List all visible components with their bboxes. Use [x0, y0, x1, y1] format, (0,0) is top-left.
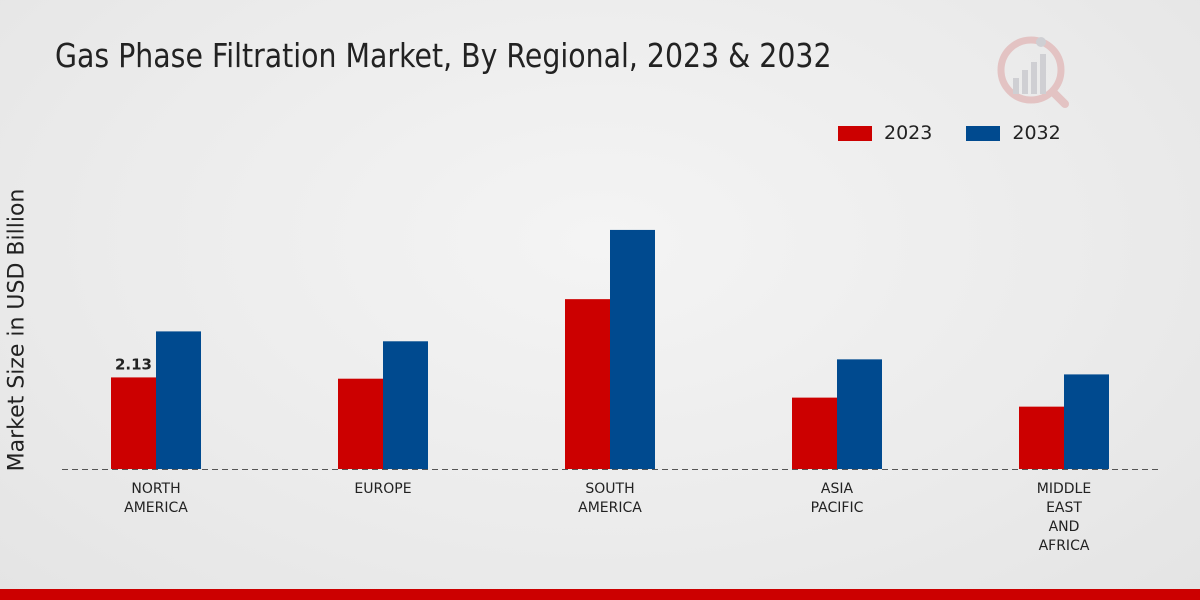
legend: 2023 2032 — [838, 122, 1095, 144]
x-tick-label-europe: EUROPE — [354, 481, 411, 497]
data-label-2023-0: 2.13 — [115, 355, 152, 373]
bar-2023-europe — [338, 378, 383, 469]
x-tick-label-south-america: SOUTH AMERICA — [578, 481, 642, 516]
bar-2032-europe — [383, 341, 428, 469]
logo-icon — [997, 36, 1069, 108]
footer-bar — [0, 589, 1200, 600]
legend-swatch-2023 — [838, 125, 872, 141]
bar-2023-south-america — [565, 299, 610, 469]
legend-label-2032: 2032 — [1012, 122, 1061, 144]
legend-swatch-2032 — [966, 125, 1001, 141]
legend-item-2023: 2023 — [838, 122, 932, 144]
bar-2032-middle-east-and-africa — [1064, 374, 1109, 469]
x-tick-label-middle-east-and-africa: MIDDLE EAST AND AFRICA — [1037, 481, 1091, 554]
bar-2023-north-america — [111, 377, 156, 469]
x-tick-label-north-america: NORTH AMERICA — [124, 481, 188, 516]
bar-2032-north-america — [156, 331, 201, 469]
y-axis-label: Market Size in USD Billion — [4, 188, 30, 472]
chart-title: Gas Phase Filtration Market, By Regional… — [55, 36, 832, 75]
legend-item-2032: 2032 — [966, 122, 1061, 144]
bar-2023-middle-east-and-africa — [1019, 406, 1064, 469]
bar-2032-asia-pacific — [837, 359, 882, 469]
bar-2032-south-america — [610, 229, 655, 469]
x-tick-label-asia-pacific: ASIA PACIFIC — [811, 481, 864, 516]
bar-2023-asia-pacific — [792, 397, 837, 469]
legend-label-2023: 2023 — [884, 122, 933, 144]
